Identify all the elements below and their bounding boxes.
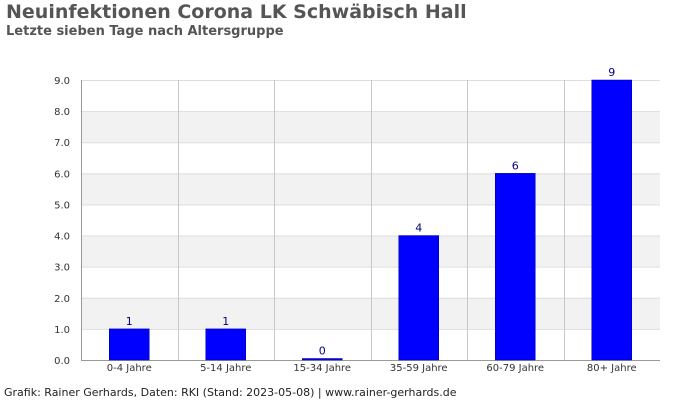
grid-band <box>81 111 660 143</box>
data-label: 0 <box>319 345 326 358</box>
grid-band <box>81 173 660 205</box>
y-tick-label: 4.0 <box>54 232 70 243</box>
data-label: 9 <box>608 66 615 79</box>
bar <box>205 328 246 361</box>
chart-subtitle: Letzte sieben Tage nach Altersgruppe <box>6 24 284 39</box>
data-label: 1 <box>126 315 133 328</box>
y-tick-label: 1.0 <box>54 325 70 336</box>
x-tick-label: 35-59 Jahre <box>390 363 448 374</box>
grid-band <box>81 297 660 329</box>
bar <box>302 358 343 361</box>
y-tick-label: 7.0 <box>54 138 70 149</box>
chart-title: Neuinfektionen Corona LK Schwäbisch Hall <box>6 1 467 23</box>
grid-band <box>81 235 660 267</box>
y-tick-label: 0.0 <box>54 356 70 367</box>
y-tick-label: 6.0 <box>54 169 70 180</box>
bar <box>398 235 439 361</box>
y-tick-label: 3.0 <box>54 263 70 274</box>
bar <box>591 79 632 361</box>
x-tick-label: 60-79 Jahre <box>486 363 544 374</box>
x-tick-label: 15-34 Jahre <box>293 363 351 374</box>
y-tick-label: 2.0 <box>54 294 70 305</box>
bar <box>495 173 536 361</box>
data-label: 6 <box>512 159 519 172</box>
source-credit: Grafik: Rainer Gerhards, Daten: RKI (Sta… <box>4 386 457 399</box>
x-tick-label: 80+ Jahre <box>587 363 637 374</box>
data-label: 1 <box>222 315 229 328</box>
y-tick-label: 9.0 <box>54 76 70 87</box>
bar <box>109 328 150 361</box>
y-tick-label: 8.0 <box>54 107 70 118</box>
data-label: 4 <box>415 222 422 235</box>
x-tick-label: 0-4 Jahre <box>107 363 152 374</box>
x-tick-label: 5-14 Jahre <box>200 363 251 374</box>
y-tick-label: 5.0 <box>54 200 70 211</box>
